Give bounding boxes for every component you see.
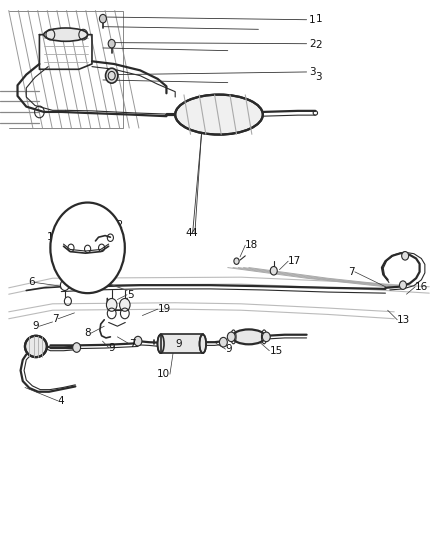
Circle shape xyxy=(106,298,117,311)
Text: 2: 2 xyxy=(315,41,322,50)
Text: 18: 18 xyxy=(245,240,258,250)
Ellipse shape xyxy=(232,329,265,344)
Text: 16: 16 xyxy=(415,282,428,292)
Text: 8: 8 xyxy=(85,328,91,338)
Text: 4: 4 xyxy=(185,229,192,238)
Ellipse shape xyxy=(175,94,263,134)
Text: 1: 1 xyxy=(309,15,315,25)
Circle shape xyxy=(270,266,277,275)
Text: 7: 7 xyxy=(52,314,58,324)
Text: 2: 2 xyxy=(309,39,315,49)
Text: 5: 5 xyxy=(127,290,134,300)
Text: 7: 7 xyxy=(129,339,136,349)
Text: 4: 4 xyxy=(190,229,197,238)
Ellipse shape xyxy=(199,335,206,353)
Text: 17: 17 xyxy=(288,256,301,266)
Text: 4: 4 xyxy=(58,396,64,406)
FancyBboxPatch shape xyxy=(161,335,203,353)
Circle shape xyxy=(399,281,406,289)
Text: 9: 9 xyxy=(226,344,232,354)
Circle shape xyxy=(120,298,130,311)
Text: 19: 19 xyxy=(158,304,171,314)
Circle shape xyxy=(134,336,142,346)
Text: 9: 9 xyxy=(175,339,182,349)
Circle shape xyxy=(108,39,115,48)
Circle shape xyxy=(262,332,270,342)
Text: 1: 1 xyxy=(315,14,322,23)
Text: 3: 3 xyxy=(309,67,315,77)
Ellipse shape xyxy=(44,28,88,42)
Circle shape xyxy=(106,68,118,83)
Text: 15: 15 xyxy=(269,346,283,356)
Text: 13: 13 xyxy=(397,315,410,325)
Circle shape xyxy=(227,332,235,342)
Text: 9: 9 xyxy=(33,321,39,331)
Text: 7: 7 xyxy=(348,267,355,277)
Text: 11: 11 xyxy=(47,232,60,242)
Text: 3: 3 xyxy=(315,72,322,82)
Circle shape xyxy=(73,343,81,352)
Text: 10: 10 xyxy=(157,369,170,379)
Circle shape xyxy=(234,258,239,264)
Text: 9: 9 xyxy=(109,343,115,352)
Circle shape xyxy=(60,280,69,290)
Circle shape xyxy=(99,14,106,23)
Text: 6: 6 xyxy=(28,278,35,287)
Circle shape xyxy=(219,337,227,347)
Ellipse shape xyxy=(25,336,47,357)
Circle shape xyxy=(402,252,409,260)
Text: 12: 12 xyxy=(110,220,124,230)
Ellipse shape xyxy=(158,335,164,353)
Circle shape xyxy=(50,203,125,293)
